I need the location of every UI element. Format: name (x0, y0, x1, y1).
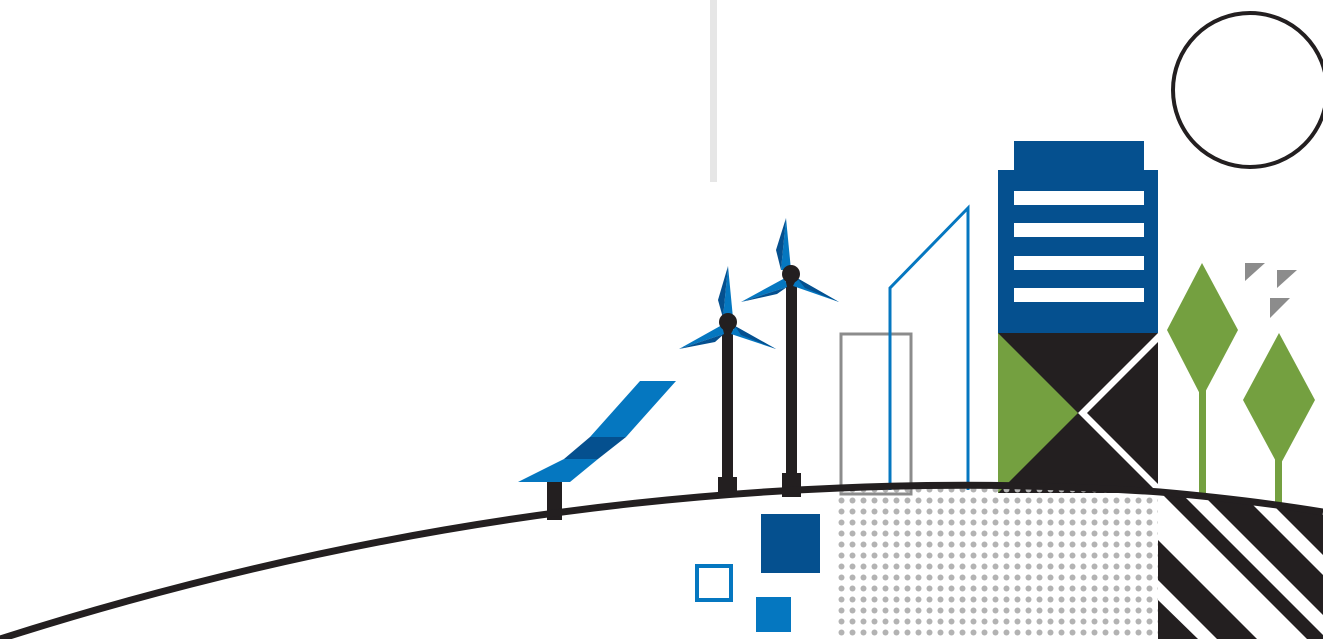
outline-building-blue (888, 204, 970, 490)
office-tower (998, 141, 1158, 493)
dot-pattern-field (838, 486, 1158, 639)
bird-shapes (1245, 263, 1297, 318)
tree-large (1167, 263, 1238, 500)
hill-curve (0, 481, 1323, 639)
tree-small (1243, 333, 1315, 506)
wind-turbine-short (679, 266, 776, 497)
wind-turbine-tall (741, 218, 839, 497)
sun-circle (1171, 11, 1323, 169)
striped-field (1158, 495, 1323, 639)
square-blocks (695, 514, 820, 632)
divider-line (710, 0, 717, 182)
outline-building-gray (839, 332, 913, 496)
